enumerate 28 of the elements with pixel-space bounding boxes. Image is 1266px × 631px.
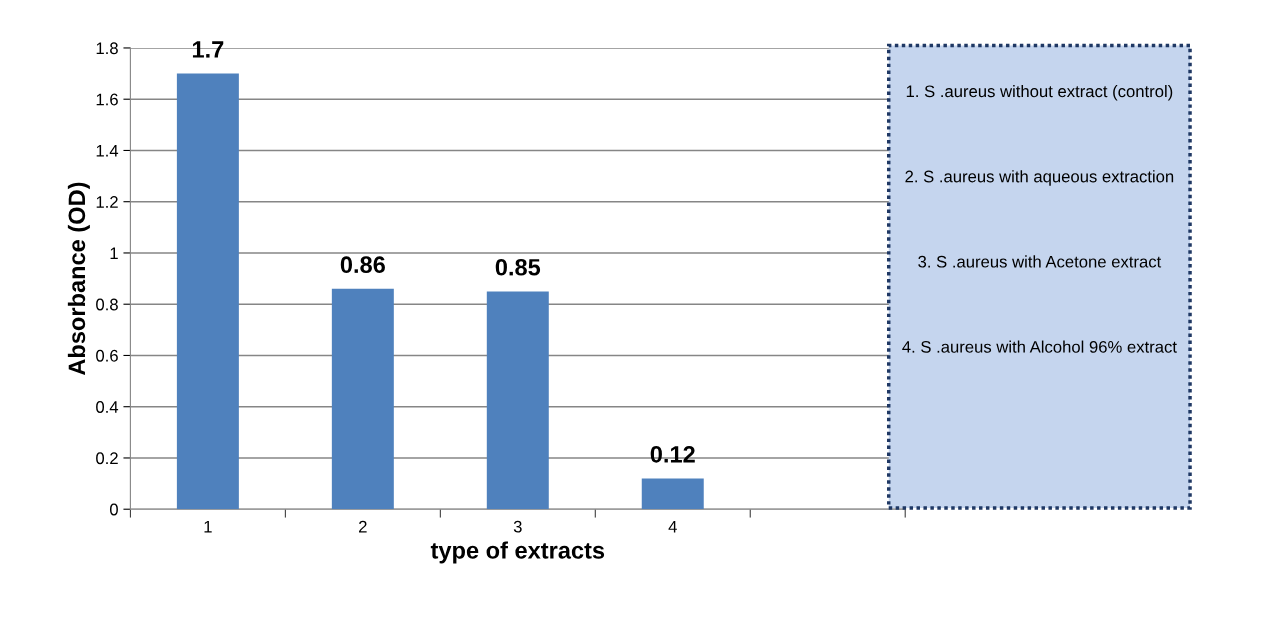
bar: [641, 478, 704, 510]
data-label: 0.12: [650, 445, 695, 463]
data-label: 1.7: [192, 41, 224, 58]
y-tick-label: 0.8: [96, 298, 118, 311]
y-tick-label: 1.2: [96, 196, 118, 208]
y-tick-label: 0.6: [96, 349, 118, 362]
text: 2. S .aureus with aqueous extraction: [905, 170, 1174, 186]
y-tick-label: 1.8: [96, 42, 118, 55]
y-tick-label: 0.2: [96, 452, 118, 465]
annotation: 4. S .aureus with Alcohol 96% extract: [902, 340, 1177, 353]
x-tick-label: 3: [513, 520, 522, 533]
text: 1. S .aureus without extract (control): [906, 84, 1173, 101]
data-label: 0.86: [340, 256, 385, 274]
y-axis-title: Absorbance (OD): [67, 182, 90, 376]
x-tick-label: 4: [668, 520, 677, 533]
y-tick-label: 1.4: [96, 145, 119, 157]
y-tick-label: 1.6: [96, 93, 118, 106]
text: 3. S .aureus with Acetone extract: [918, 255, 1162, 268]
x-axis-title: type of extracts: [430, 541, 605, 564]
bar: [486, 291, 549, 510]
bar: [176, 73, 239, 510]
y-tick-label: 0.4: [96, 401, 119, 413]
x-tick-label: 2: [359, 520, 367, 533]
data-label: 0.85: [495, 258, 541, 276]
x-tick-label: 1: [204, 520, 212, 533]
y-tick-label: 1: [110, 247, 118, 259]
y-tick-label: 0: [109, 503, 118, 516]
bar: [331, 288, 394, 510]
